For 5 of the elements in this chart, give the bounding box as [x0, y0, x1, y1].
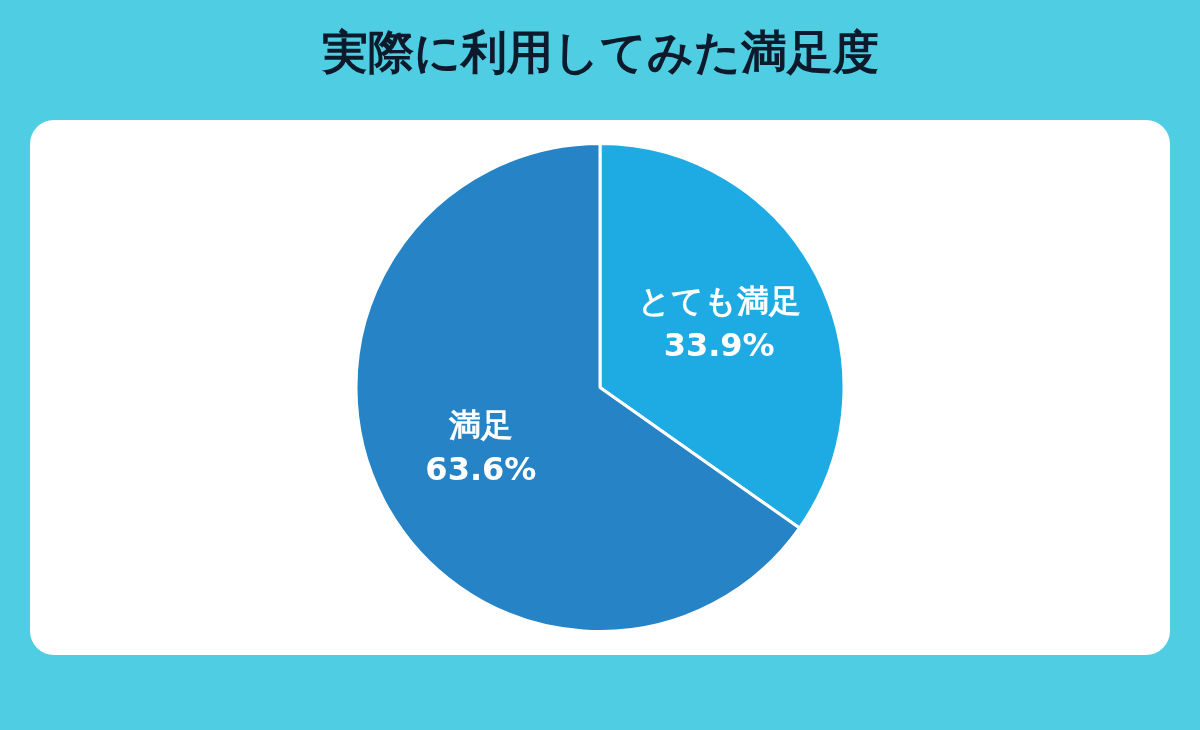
- chart-title: 実際に利用してみた満足度: [320, 24, 880, 81]
- data-label: 33.9%: [663, 326, 775, 365]
- slice-label: 満足: [447, 405, 513, 444]
- slice-label: とても満足: [637, 282, 801, 321]
- data-label: 63.6%: [425, 449, 537, 488]
